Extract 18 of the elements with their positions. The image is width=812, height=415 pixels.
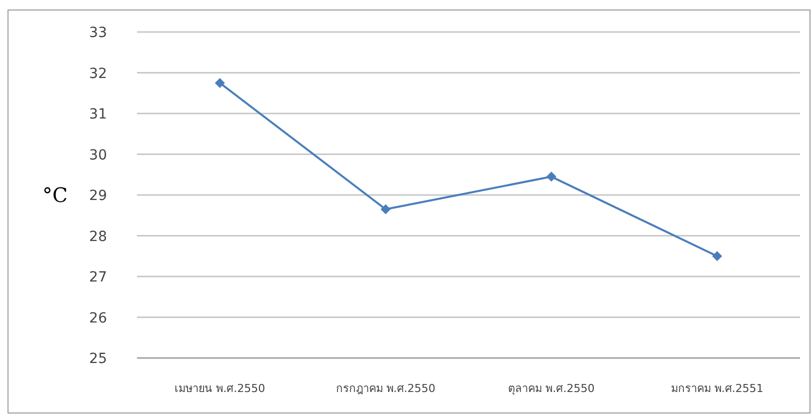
y-tick-label: 32 (89, 66, 107, 82)
point (712, 251, 722, 262)
point (214, 78, 225, 88)
x-tick-label: กรกฎาคม พ.ศ.2550 (336, 382, 436, 395)
x-tick-label: ตุลาคม พ.ศ.2550 (508, 382, 595, 395)
y-axis-title: °C (42, 183, 68, 207)
y-tick-label: 30 (89, 147, 107, 164)
y-tick-label: 27 (89, 270, 107, 286)
y-tick-label: 33 (89, 25, 107, 41)
y-tick-label: 29 (89, 188, 107, 204)
point (546, 172, 556, 182)
y-tick-label: 28 (89, 228, 107, 245)
y-tick-label: 25 (89, 351, 107, 367)
y-tick-label: 31 (89, 106, 107, 122)
x-tick-label: มกราคม พ.ศ.2551 (670, 382, 764, 395)
x-tick-label: เมษายน พ.ศ.2550 (174, 382, 266, 395)
point (380, 204, 391, 214)
y-tick-label: 26 (89, 310, 108, 326)
